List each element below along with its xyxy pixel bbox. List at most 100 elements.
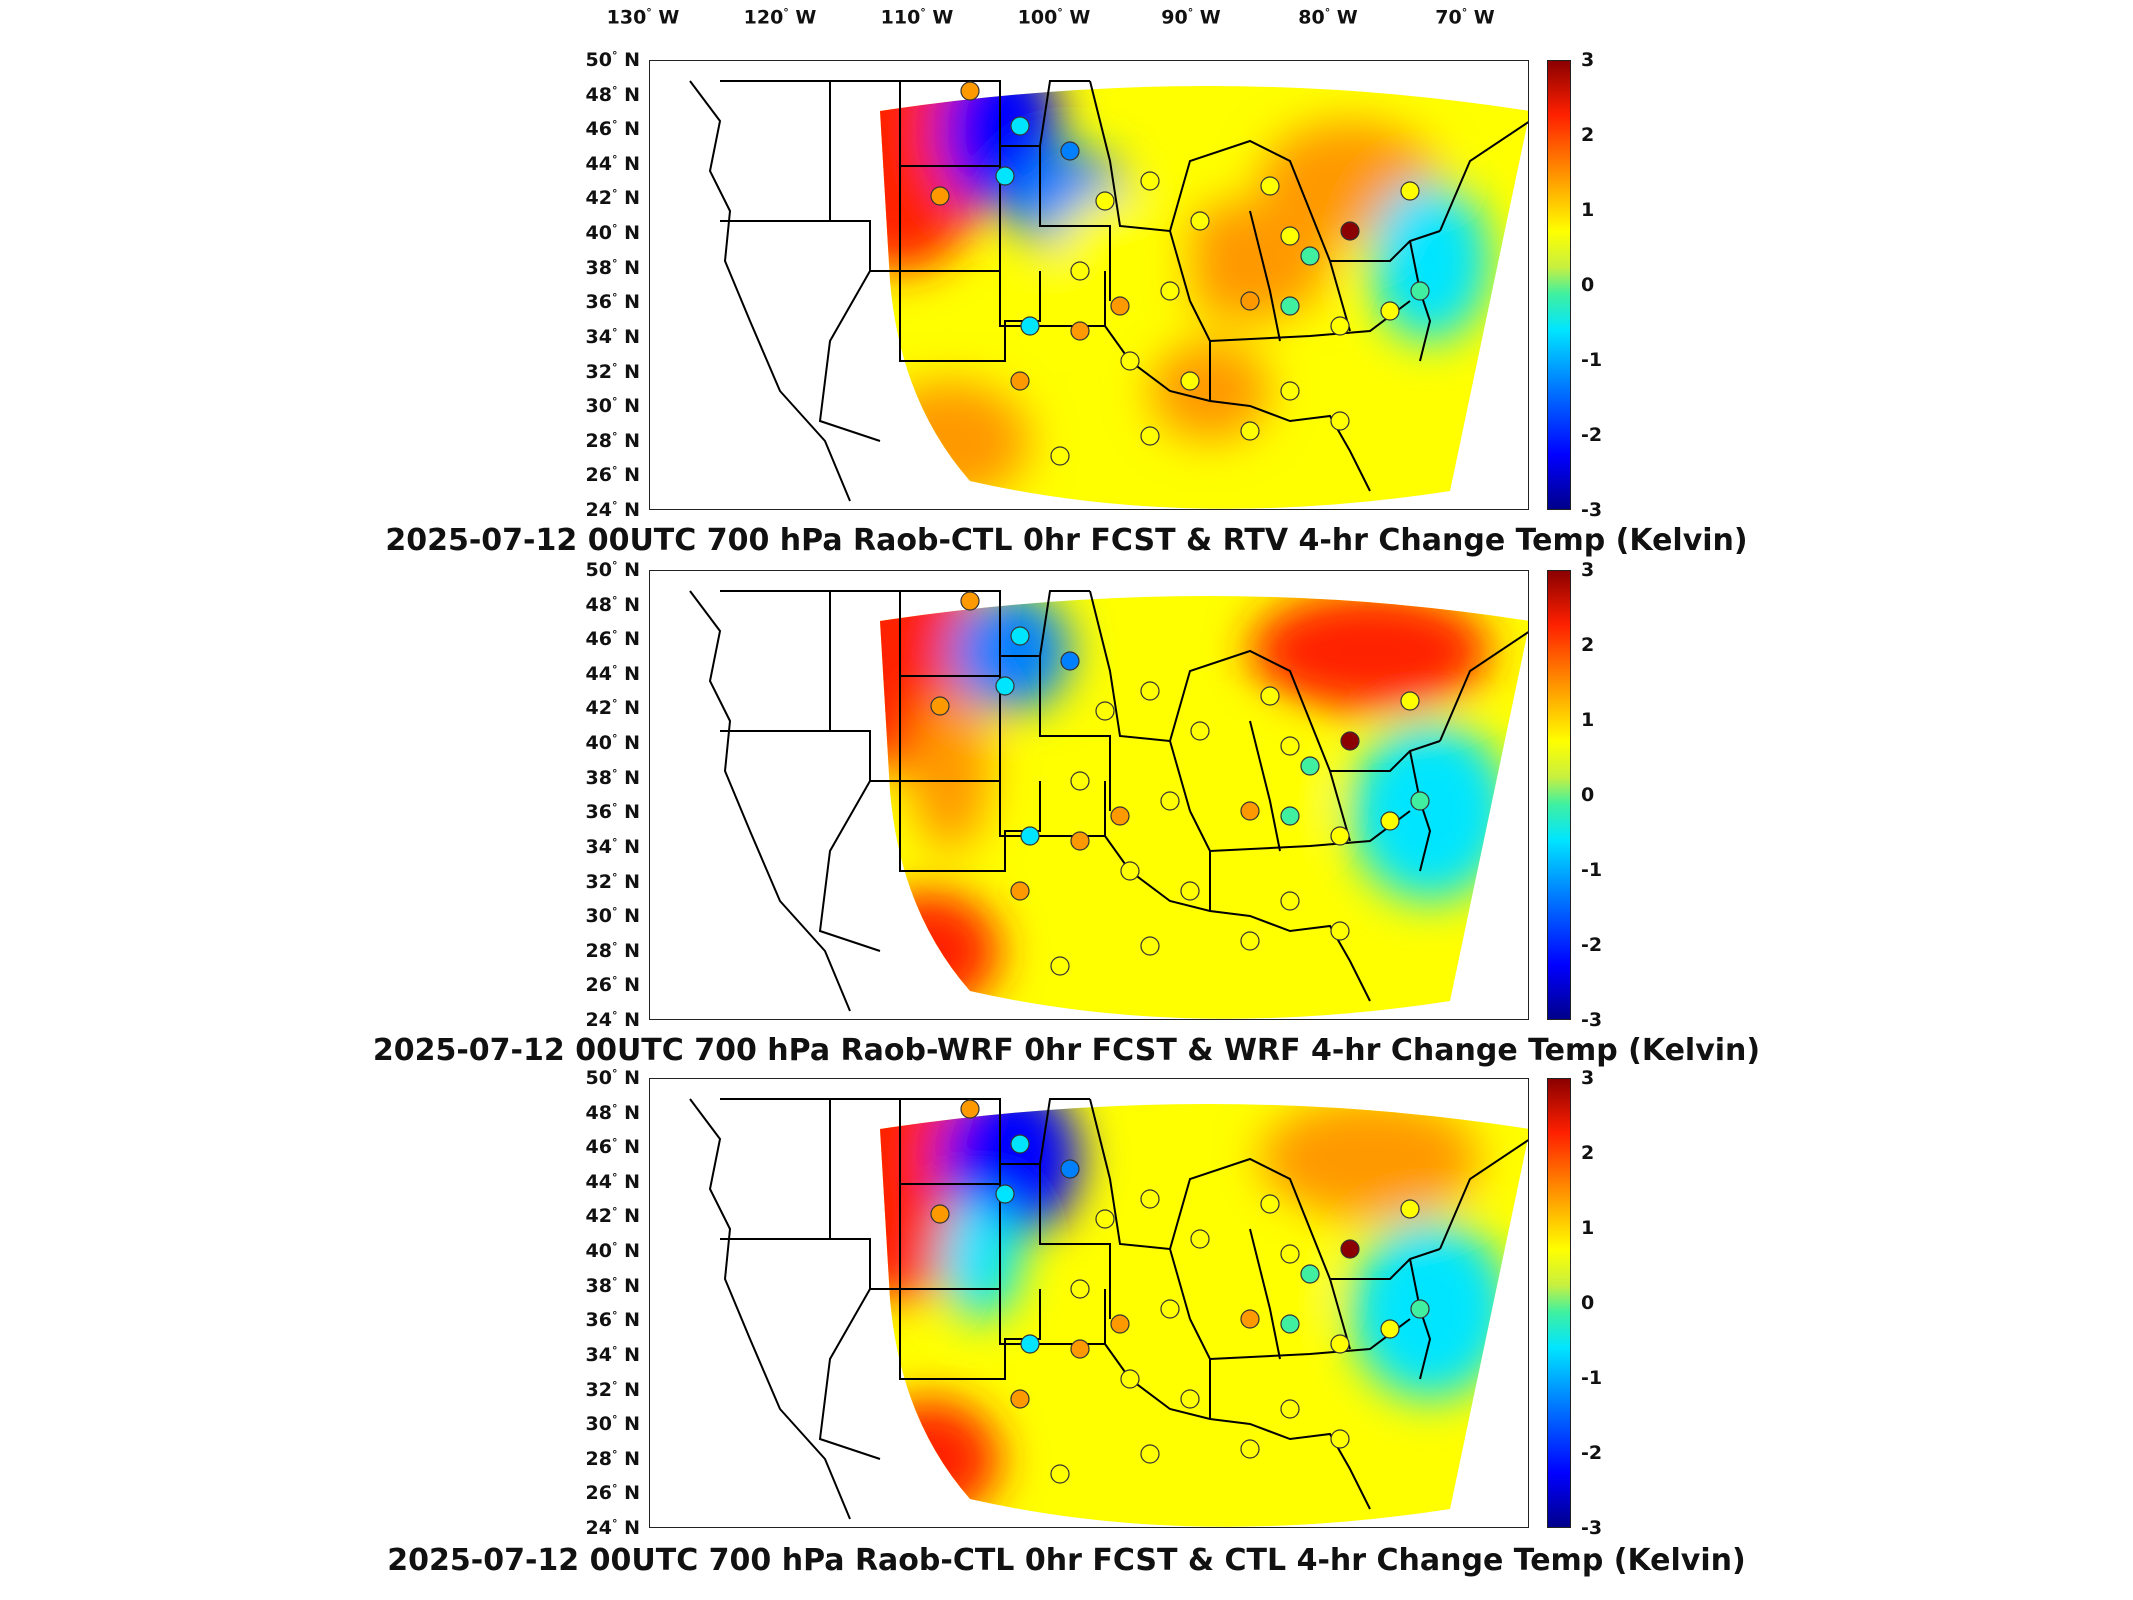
latitude-label: 32° N <box>585 360 640 383</box>
temperature-anomaly-region <box>1370 181 1490 341</box>
station-marker <box>1330 411 1350 431</box>
boundary-line <box>720 220 881 442</box>
station-marker <box>1400 181 1420 201</box>
latitude-label: 38° N <box>585 256 640 279</box>
station-marker <box>1190 1229 1210 1249</box>
station-marker <box>1140 1189 1160 1209</box>
latitude-label: 24° N <box>585 1008 640 1032</box>
station-marker <box>960 81 980 101</box>
station-marker <box>1240 1439 1260 1459</box>
boundary-line <box>1089 1098 1191 1320</box>
station-marker <box>1340 221 1360 241</box>
boundary-line <box>999 781 1106 837</box>
latitude-label: 32° N <box>585 1378 640 1401</box>
station-marker <box>1140 936 1160 956</box>
temperature-anomaly-region <box>1100 771 1240 891</box>
station-marker <box>930 186 950 206</box>
colorbar-tick-label: 2 <box>1581 124 1595 146</box>
boundary-line <box>720 1099 831 1240</box>
station-marker <box>1110 296 1130 316</box>
longitude-label: 70° W <box>1435 6 1495 29</box>
latitude-label: 32° N <box>585 870 640 893</box>
colorbar-tick-label: 1 <box>1581 1217 1595 1239</box>
station-marker <box>1240 291 1260 311</box>
station-marker <box>1340 1239 1360 1259</box>
station-marker <box>1060 651 1080 671</box>
station-marker <box>1410 791 1430 811</box>
station-marker <box>1240 1309 1260 1329</box>
temperature-anomaly-region <box>880 1399 1000 1519</box>
latitude-label: 28° N <box>585 429 640 452</box>
station-marker <box>1380 811 1400 831</box>
temperature-map-1 <box>649 60 1529 510</box>
latitude-label: 28° N <box>585 1447 640 1470</box>
boundary-line <box>899 1184 1041 1380</box>
boundary-line <box>1169 139 1441 262</box>
station-marker <box>1330 316 1350 336</box>
latitude-label: 40° N <box>585 221 640 245</box>
station-marker <box>1380 1319 1400 1339</box>
temperature-anomaly-region <box>910 691 990 851</box>
colorbar-tick-label: -1 <box>1581 859 1603 881</box>
latitude-label: 42° N <box>585 1205 640 1228</box>
station-marker <box>995 166 1015 186</box>
boundary-line <box>720 80 1090 147</box>
station-marker <box>1140 171 1160 191</box>
colorbar-tick-label: 2 <box>1581 634 1595 656</box>
boundary-line <box>1089 590 1191 812</box>
boundary-line <box>720 730 881 952</box>
station-marker <box>1410 281 1430 301</box>
station-marker <box>1110 1314 1130 1334</box>
station-marker <box>1190 211 1210 231</box>
station-marker <box>1180 881 1200 901</box>
station-marker <box>1400 691 1420 711</box>
station-marker <box>1180 1389 1200 1409</box>
boundary-line <box>1249 210 1281 342</box>
station-marker <box>1380 301 1400 321</box>
longitude-label: 80° W <box>1298 6 1358 29</box>
colorbar-tick-label: 3 <box>1581 559 1595 581</box>
station-marker <box>1160 1299 1180 1319</box>
temperature-map-3 <box>649 1078 1529 1528</box>
boundary-line <box>1039 656 1111 811</box>
panel-title-2: 2025-07-12 00UTC 700 hPa Raob-WRF 0hr FC… <box>372 1033 1761 1068</box>
station-marker <box>1280 1399 1300 1419</box>
boundary-line <box>1439 121 1528 232</box>
station-marker <box>960 591 980 611</box>
latitude-label: 24° N <box>585 1516 640 1540</box>
latitude-label: 36° N <box>585 291 640 314</box>
latitude-label: 38° N <box>585 766 640 789</box>
station-marker <box>1410 1299 1430 1319</box>
station-marker <box>1260 176 1280 196</box>
station-marker <box>1120 1369 1140 1389</box>
colorbar-tick-label: -3 <box>1581 1009 1603 1031</box>
station-marker <box>1070 321 1090 341</box>
station-marker <box>1140 426 1160 446</box>
station-marker <box>1280 1314 1300 1334</box>
station-marker <box>1300 1264 1320 1284</box>
boundary-line <box>1104 1343 1371 1510</box>
station-marker <box>1050 956 1070 976</box>
latitude-label: 40° N <box>585 731 640 755</box>
boundary-line <box>689 1098 851 1520</box>
boundary-line <box>1249 720 1281 852</box>
latitude-label: 42° N <box>585 697 640 720</box>
station-marker <box>1300 756 1320 776</box>
station-marker <box>1110 806 1130 826</box>
temperature-anomaly-region <box>880 891 1000 1011</box>
station-marker <box>1010 881 1030 901</box>
station-marker <box>1060 1159 1080 1179</box>
boundary-line <box>1039 146 1111 301</box>
latitude-label: 46° N <box>585 1136 640 1159</box>
station-marker <box>1020 1334 1040 1354</box>
station-marker <box>995 676 1015 696</box>
colorbar-tick-label: -2 <box>1581 424 1603 446</box>
station-marker <box>1280 891 1300 911</box>
station-marker <box>930 696 950 716</box>
station-marker <box>1060 141 1080 161</box>
station-marker <box>1330 921 1350 941</box>
station-marker <box>1050 446 1070 466</box>
latitude-label: 46° N <box>585 628 640 651</box>
latitude-label: 26° N <box>585 1482 640 1505</box>
station-marker <box>1095 191 1115 211</box>
